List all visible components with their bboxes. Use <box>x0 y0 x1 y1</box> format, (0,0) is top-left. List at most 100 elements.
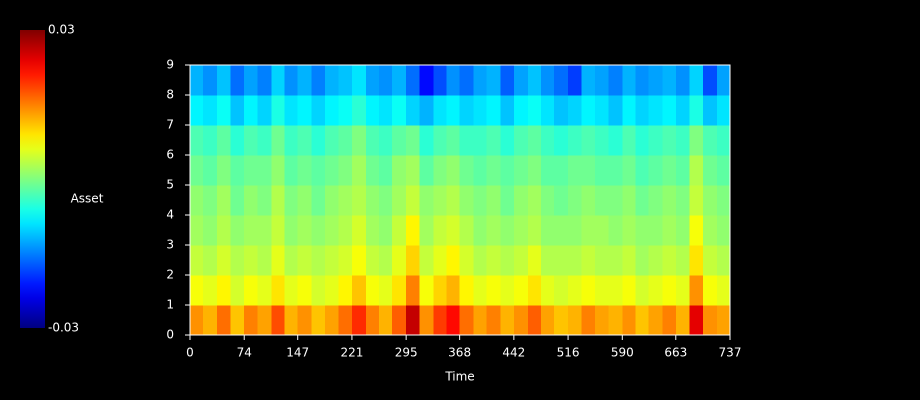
heatmap-cell <box>500 305 515 336</box>
y-tick-label: 0 <box>166 328 174 342</box>
heatmap-cell <box>513 95 529 126</box>
heatmap-cell <box>338 155 353 186</box>
heatmap-cell <box>244 185 258 216</box>
heatmap-cell <box>689 215 704 246</box>
heatmap-cell <box>244 95 258 126</box>
heatmap-cell <box>230 245 245 276</box>
heatmap-cell <box>486 95 502 126</box>
heatmap-cell <box>554 125 569 156</box>
heatmap-cell <box>379 155 393 186</box>
heatmap-cell <box>459 155 475 186</box>
heatmap-cell <box>311 185 326 216</box>
heatmap-cell <box>486 125 502 156</box>
heatmap-cell <box>433 125 447 156</box>
heatmap-cells <box>190 65 731 336</box>
heatmap-cell <box>513 65 529 96</box>
heatmap-cell <box>581 215 596 246</box>
heatmap-cell <box>513 305 529 336</box>
heatmap-cell <box>568 95 582 126</box>
heatmap-cell <box>662 155 677 186</box>
heatmap-cell <box>217 275 231 306</box>
heatmap-cell <box>338 215 353 246</box>
heatmap-cell <box>351 245 367 276</box>
heatmap-cell <box>635 185 650 216</box>
heatmap-cell <box>230 275 245 306</box>
heatmap-cell <box>433 275 447 306</box>
heatmap-cell <box>419 185 434 216</box>
heatmap-cell <box>581 275 596 306</box>
heatmap-cell <box>311 65 326 96</box>
x-tick-label: 74 <box>237 346 252 360</box>
heatmap-cell <box>689 65 704 96</box>
y-tick-label: 2 <box>166 268 174 282</box>
heatmap-cell <box>527 305 542 336</box>
heatmap-cell <box>473 245 488 276</box>
heatmap-cell <box>311 245 326 276</box>
heatmap-cell <box>581 65 596 96</box>
heatmap-cell <box>702 305 718 336</box>
heatmap-cell <box>459 245 475 276</box>
heatmap-cell <box>675 95 691 126</box>
heatmap-cell <box>271 245 286 276</box>
heatmap-cell <box>459 215 475 246</box>
heatmap-cell <box>716 65 731 96</box>
y-tick-label: 4 <box>166 208 174 222</box>
heatmap-cell <box>622 155 636 186</box>
heatmap-cell <box>595 245 609 276</box>
heatmap-cell <box>230 95 245 126</box>
heatmap-cell <box>540 125 555 156</box>
heatmap-cell <box>635 65 650 96</box>
heatmap-cell <box>581 185 596 216</box>
heatmap-cell <box>648 125 664 156</box>
heatmap-cell <box>257 185 272 216</box>
heatmap-cell <box>595 155 609 186</box>
heatmap-cell <box>513 245 529 276</box>
heatmap-cell <box>284 245 299 276</box>
heatmap-cell <box>500 275 515 306</box>
heatmap-cell <box>297 275 313 306</box>
heatmap-cell <box>689 155 704 186</box>
heatmap-cell <box>581 125 596 156</box>
heatmap-cell <box>608 215 623 246</box>
heatmap-cell <box>486 65 502 96</box>
heatmap-cell <box>716 245 731 276</box>
colorbar-min-label: -0.03 <box>48 321 79 335</box>
heatmap-cell <box>540 95 555 126</box>
heatmap-cell <box>446 155 461 186</box>
heatmap-cell <box>581 245 596 276</box>
heatmap-cell <box>311 125 326 156</box>
heatmap-cell <box>419 95 434 126</box>
heatmap-cell <box>433 215 447 246</box>
heatmap-cell <box>622 305 636 336</box>
heatmap-cell <box>473 215 488 246</box>
heatmap-cell <box>379 65 393 96</box>
heatmap-cell <box>419 305 434 336</box>
heatmap-cell <box>406 185 420 216</box>
heatmap-cell <box>716 95 731 126</box>
heatmap-cell <box>689 125 704 156</box>
y-tick-label: 6 <box>166 148 174 162</box>
heatmap-cell <box>284 275 299 306</box>
heatmap-cell <box>433 185 447 216</box>
heatmap-cell <box>608 275 623 306</box>
heatmap-cell <box>392 215 407 246</box>
heatmap-cell <box>446 185 461 216</box>
heatmap-cell <box>203 185 218 216</box>
heatmap-cell <box>324 65 340 96</box>
heatmap-cell <box>271 215 286 246</box>
heatmap-cell <box>595 65 609 96</box>
heatmap-cell <box>568 245 582 276</box>
heatmap-cell <box>459 305 475 336</box>
heatmap-cell <box>419 155 434 186</box>
heatmap-cell <box>473 185 488 216</box>
heatmap-cell <box>365 245 380 276</box>
heatmap-cell <box>473 155 488 186</box>
heatmap-cell <box>568 275 582 306</box>
heatmap-cell <box>635 215 650 246</box>
heatmap-cell <box>635 245 650 276</box>
heatmap-cell <box>648 185 664 216</box>
heatmap-cell <box>622 185 636 216</box>
heatmap-cell <box>446 305 461 336</box>
heatmap-cell <box>203 65 218 96</box>
heatmap-cell <box>284 155 299 186</box>
